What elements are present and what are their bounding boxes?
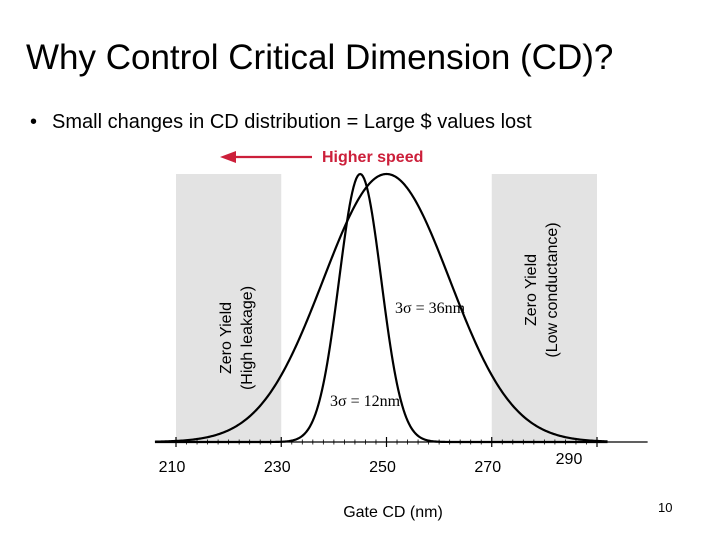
tick-label-250: 250 — [369, 459, 396, 476]
zero-yield-label-line2: (High leakage) — [239, 286, 256, 390]
chart-labels: Zero Yield (High leakage) Zero Yield (Low c… — [218, 149, 561, 410]
curve-narrow — [154, 172, 608, 444]
bullet-item: • Small changes in CD distribution = Larg… — [30, 108, 532, 136]
series-label-wide: 3σ = 36nm — [395, 300, 466, 317]
zero-yield-zones — [176, 174, 597, 442]
curve-wide — [154, 172, 608, 443]
higher-speed-label: Higher speed — [322, 149, 423, 166]
zero-yield-label-line1: Zero Yield — [218, 302, 235, 374]
zero-yield-label-line2: (Low conductance) — [544, 222, 561, 357]
x-axis: 210 230 250 270 290 Gate CD (nm) — [159, 437, 648, 521]
tick-label-290: 290 — [556, 451, 583, 468]
zero-yield-zone-2 — [491, 174, 597, 442]
tick-label-230: 230 — [264, 459, 291, 476]
tick-label-210: 210 — [159, 459, 186, 476]
tick-label-270: 270 — [474, 459, 501, 476]
higher-speed-arrow-head — [220, 151, 236, 163]
page-number: 10 — [658, 500, 673, 515]
distribution-curves — [154, 172, 608, 444]
slide-title: Why Control Critical Dimension (CD)? — [26, 38, 614, 77]
zero-yield-label-1: Zero Yield (High leakage) — [218, 286, 256, 390]
bullet-text: Small changes in CD distribution = Large… — [52, 111, 532, 133]
series-label-narrow: 3σ = 12nm — [330, 393, 401, 410]
x-axis-label: Gate CD (nm) — [343, 504, 443, 521]
zero-yield-label-2: Zero Yield (Low conductance) — [523, 222, 561, 357]
zero-yield-label-line1: Zero Yield — [523, 254, 540, 326]
zero-yield-zone-1 — [176, 174, 282, 442]
bullet-symbol: • — [30, 111, 38, 133]
